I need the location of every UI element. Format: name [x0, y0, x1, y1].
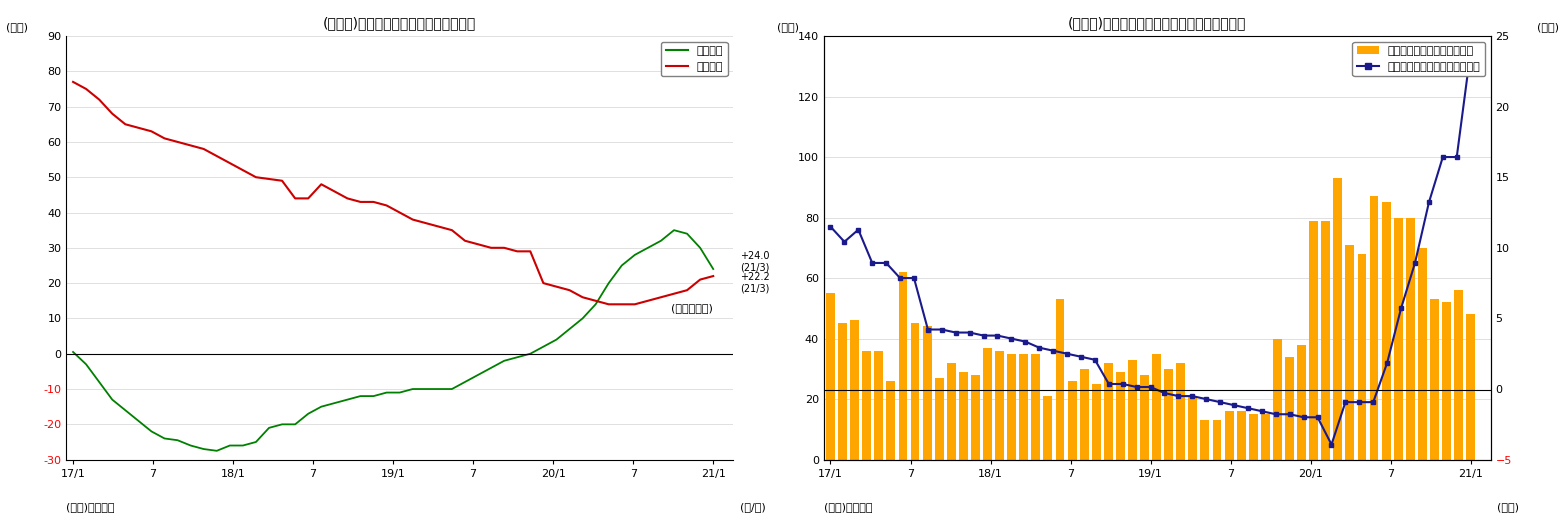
Bar [1381, 202, 1391, 460]
Title: (図表８)日銀国債保有残高の前年比増減: (図表８)日銀国債保有残高の前年比増減 [323, 17, 477, 31]
Bar [1080, 369, 1088, 460]
Text: (資料)日本銀行: (資料)日本銀行 [823, 502, 872, 512]
Bar [1394, 218, 1403, 460]
Bar [1358, 254, 1366, 460]
Bar [898, 272, 908, 460]
Bar [875, 350, 883, 460]
Text: (兆円): (兆円) [1537, 22, 1559, 32]
Bar [886, 381, 895, 460]
Bar [1104, 363, 1113, 460]
Bar [1322, 221, 1330, 460]
Bar [1176, 363, 1185, 460]
Bar [1116, 372, 1124, 460]
Bar [1019, 354, 1029, 460]
Title: (図表９)マネタリーベース残高と前月比の推移: (図表９)マネタリーベース残高と前月比の推移 [1068, 17, 1247, 31]
Bar [911, 324, 919, 460]
Bar [1201, 421, 1209, 460]
Bar [1043, 396, 1052, 460]
Bar [1068, 381, 1077, 460]
Bar [850, 320, 859, 460]
Bar [862, 350, 872, 460]
Bar [1309, 221, 1319, 460]
Bar [1466, 315, 1475, 460]
Bar [996, 350, 1004, 460]
Bar [1261, 414, 1270, 460]
Bar [1406, 218, 1414, 460]
Bar [1189, 396, 1198, 460]
Text: (兆円): (兆円) [6, 22, 28, 32]
Bar [1127, 360, 1137, 460]
Bar [1152, 354, 1160, 460]
Bar [1333, 178, 1342, 460]
Bar [1369, 197, 1378, 460]
Bar [1248, 414, 1258, 460]
Bar [1286, 357, 1294, 460]
Text: (兆円): (兆円) [778, 22, 800, 32]
Legend: 季節調整済み前月差（右軸）, マネタリーベース末残の前年差: 季節調整済み前月差（右軸）, マネタリーベース末残の前年差 [1352, 42, 1485, 76]
Legend: 短期国債, 長期国債: 短期国債, 長期国債 [662, 42, 728, 76]
Text: +22.2
(21/3): +22.2 (21/3) [740, 272, 770, 294]
Bar [1345, 245, 1355, 460]
Bar [1032, 354, 1040, 460]
Bar [1443, 302, 1450, 460]
Bar [1055, 299, 1065, 460]
Bar [1454, 290, 1463, 460]
Text: (月末ベース): (月末ベース) [671, 304, 713, 314]
Bar [1091, 384, 1101, 460]
Text: (年/月): (年/月) [740, 502, 765, 512]
Bar [1225, 411, 1234, 460]
Bar [1417, 248, 1427, 460]
Bar [1297, 345, 1306, 460]
Bar [1212, 421, 1221, 460]
Bar [922, 327, 931, 460]
Bar [935, 378, 944, 460]
Bar [1237, 411, 1245, 460]
Text: +24.0
(21/3): +24.0 (21/3) [740, 251, 770, 273]
Bar [983, 348, 993, 460]
Bar [947, 363, 956, 460]
Text: (資料)日本銀行: (資料)日本銀行 [66, 502, 114, 512]
Bar [1140, 375, 1149, 460]
Bar [1273, 339, 1283, 460]
Bar [971, 375, 980, 460]
Bar [960, 372, 967, 460]
Bar [839, 324, 847, 460]
Bar [826, 293, 834, 460]
Text: (年月): (年月) [1497, 502, 1519, 512]
Bar [1165, 369, 1173, 460]
Bar [1430, 299, 1439, 460]
Bar [1007, 354, 1016, 460]
